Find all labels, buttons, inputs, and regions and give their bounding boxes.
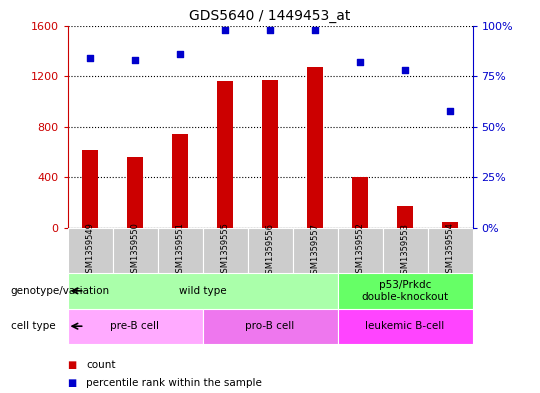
Bar	[247, 228, 293, 273]
Text: GSM1359554: GSM1359554	[446, 222, 455, 279]
Bar	[382, 228, 428, 273]
Text: wild type: wild type	[179, 286, 226, 296]
Bar	[202, 228, 247, 273]
Bar	[262, 80, 278, 228]
Bar	[172, 134, 188, 228]
Point	[176, 51, 184, 57]
Text: ■: ■	[68, 378, 77, 388]
Bar	[338, 273, 472, 309]
Text: cell type: cell type	[11, 321, 56, 331]
Text: GSM1359555: GSM1359555	[220, 222, 230, 279]
Point	[446, 107, 454, 114]
Text: count: count	[86, 360, 116, 371]
Bar	[352, 177, 368, 228]
Bar	[338, 309, 472, 344]
Point	[266, 26, 274, 33]
Bar	[307, 67, 323, 228]
Text: genotype/variation: genotype/variation	[11, 286, 110, 296]
Bar	[428, 228, 472, 273]
Text: GSM1359551: GSM1359551	[176, 222, 185, 279]
Text: GSM1359557: GSM1359557	[310, 222, 320, 279]
Bar	[68, 228, 112, 273]
Text: leukemic B-cell: leukemic B-cell	[366, 321, 444, 331]
Text: GSM1359549: GSM1359549	[85, 222, 94, 279]
Title: GDS5640 / 1449453_at: GDS5640 / 1449453_at	[190, 9, 350, 23]
Text: GSM1359550: GSM1359550	[131, 222, 139, 279]
Text: GSM1359552: GSM1359552	[355, 222, 364, 279]
Text: ■: ■	[68, 360, 77, 371]
Bar	[338, 228, 382, 273]
Bar	[397, 206, 413, 228]
Text: GSM1359553: GSM1359553	[401, 222, 409, 279]
Bar	[68, 309, 202, 344]
Text: GSM1359556: GSM1359556	[266, 222, 274, 279]
Bar	[217, 81, 233, 228]
Bar	[293, 228, 338, 273]
Bar	[202, 309, 338, 344]
Bar	[82, 149, 98, 228]
Point	[131, 57, 139, 63]
Text: pro-B cell: pro-B cell	[245, 321, 295, 331]
Point	[310, 26, 319, 33]
Bar	[68, 273, 338, 309]
Bar	[112, 228, 158, 273]
Bar	[158, 228, 202, 273]
Bar	[442, 222, 458, 228]
Bar	[127, 157, 143, 228]
Text: percentile rank within the sample: percentile rank within the sample	[86, 378, 262, 388]
Point	[86, 55, 94, 61]
Text: pre-B cell: pre-B cell	[111, 321, 159, 331]
Text: p53/Prkdc
double-knockout: p53/Prkdc double-knockout	[361, 280, 449, 301]
Point	[221, 26, 230, 33]
Point	[356, 59, 364, 65]
Point	[401, 67, 409, 73]
